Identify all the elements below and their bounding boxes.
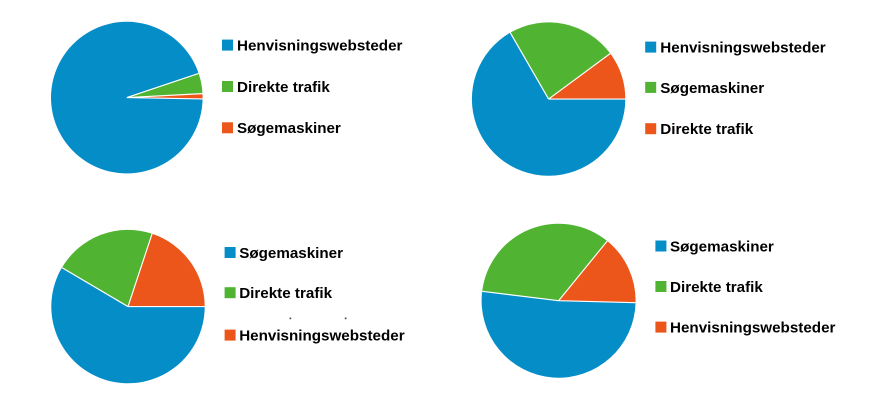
svg-text:Direkte trafik: Direkte trafik <box>239 285 332 302</box>
svg-text:Direkte trafik: Direkte trafik <box>660 121 753 138</box>
svg-text:Direkte trafik: Direkte trafik <box>670 279 763 296</box>
svg-text:Henvisningswebsteder: Henvisningswebsteder <box>239 328 405 345</box>
svg-text:Søgemaskiner: Søgemaskiner <box>660 80 764 97</box>
svg-text:Søgemaskiner: Søgemaskiner <box>670 238 774 255</box>
svg-text:Henvisningswebsteder: Henvisningswebsteder <box>670 320 836 337</box>
svg-text:Søgemaskiner: Søgemaskiner <box>237 120 341 137</box>
svg-text:Direkte trafik: Direkte trafik <box>237 79 330 96</box>
svg-text:Henvisningswebsteder: Henvisningswebsteder <box>660 40 826 57</box>
svg-text:Søgemaskiner: Søgemaskiner <box>239 245 343 262</box>
svg-text:Henvisningswebsteder: Henvisningswebsteder <box>237 38 403 55</box>
